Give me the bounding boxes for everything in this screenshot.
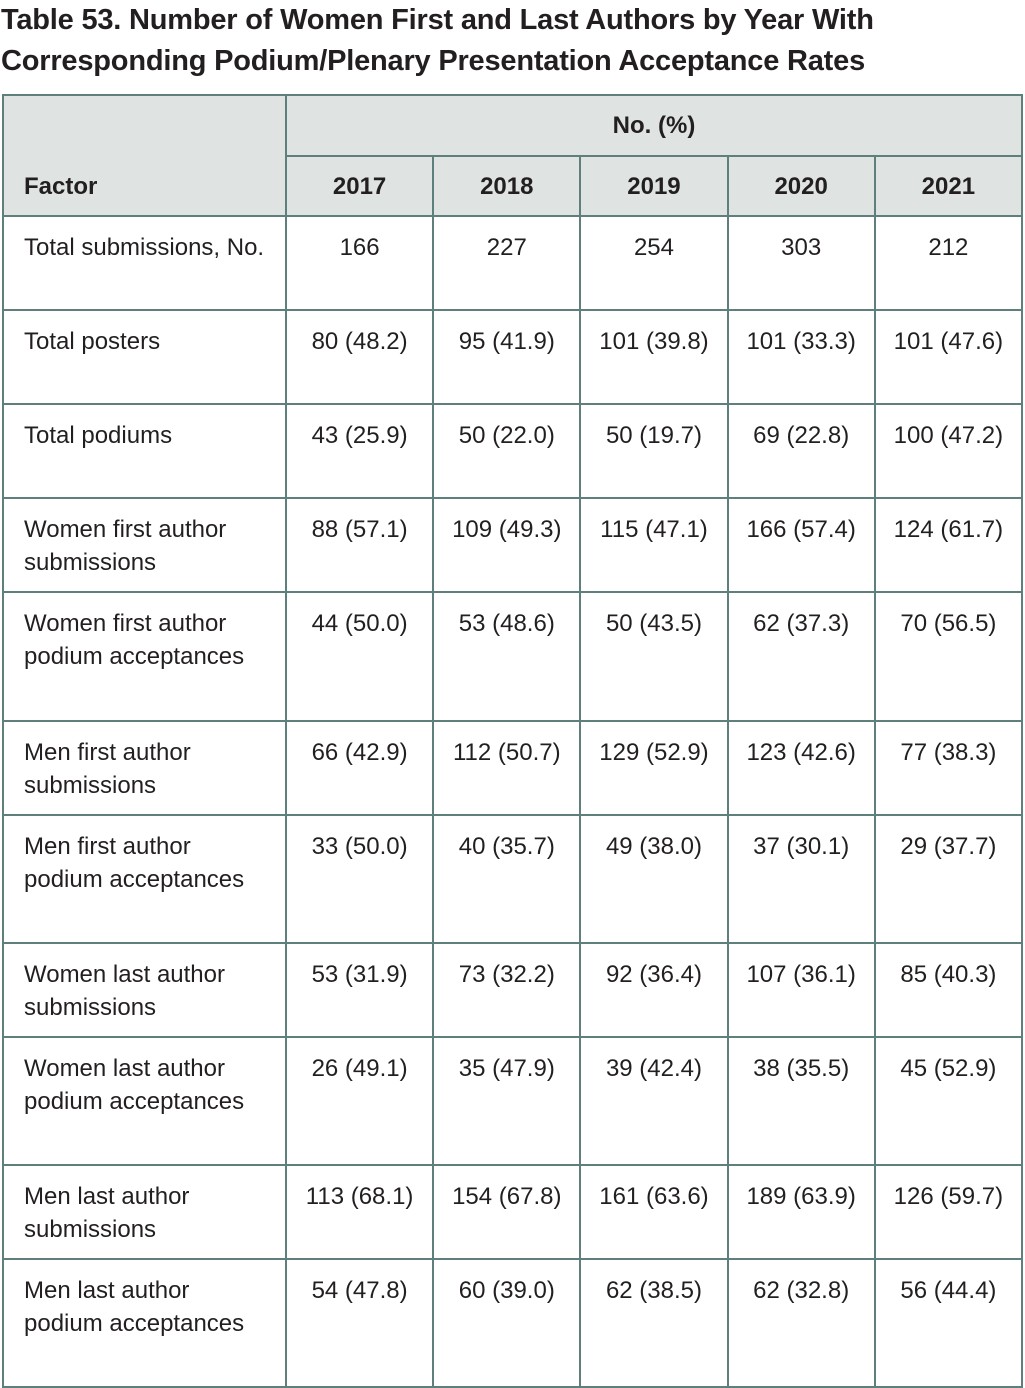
table-cell: 66 (42.9) — [284, 720, 435, 816]
table-cell: 254 — [579, 215, 729, 311]
group-header: No. (%) — [285, 94, 1023, 157]
row-label: Women first author podium acceptances — [2, 591, 287, 722]
table-cell: 126 (59.7) — [873, 1164, 1024, 1260]
row-label: Men last author podium acceptances — [2, 1258, 287, 1388]
data-table: Factor No. (%) 2017 2018 2019 2020 2021 Tota… — [2, 94, 1024, 1388]
table-cell: 189 (63.9) — [726, 1164, 876, 1260]
table-cell: 70 (56.5) — [873, 591, 1024, 722]
table-row: Total podiums 43 (25.9) 50 (22.0) 50 (19.7)… — [2, 403, 1024, 499]
table-cell: 33 (50.0) — [284, 814, 435, 944]
table-cell: 44 (50.0) — [284, 591, 435, 722]
table-cell: 212 — [873, 215, 1024, 311]
column-header: 2021 — [873, 155, 1024, 217]
row-label: Women first author submissions — [2, 497, 287, 593]
table-cell: 95 (41.9) — [432, 309, 582, 405]
table-cell: 101 (47.6) — [873, 309, 1024, 405]
row-label: Women last author podium acceptances — [2, 1036, 287, 1166]
table-cell: 56 (44.4) — [873, 1258, 1024, 1388]
table-row: Men first author submissions 66 (42.9) 112… — [2, 720, 1024, 816]
table-row: Men first author podium acceptances 33 (5… — [2, 814, 1024, 944]
table-cell: 166 — [284, 215, 435, 311]
row-label: Total submissions, No. — [2, 215, 287, 311]
table-cell: 303 — [726, 215, 876, 311]
table-cell: 50 (43.5) — [579, 591, 729, 722]
row-label: Women last author submissions — [2, 942, 287, 1038]
table-cell: 38 (35.5) — [726, 1036, 876, 1166]
table-cell: 62 (32.8) — [726, 1258, 876, 1388]
column-header: 2019 — [579, 155, 729, 217]
row-label: Men first author submissions — [2, 720, 287, 816]
table-cell: 62 (37.3) — [726, 591, 876, 722]
table-cell: 107 (36.1) — [726, 942, 876, 1038]
table-row: Women last author submissions 53 (31.9) 73… — [2, 942, 1024, 1038]
table-cell: 50 (22.0) — [432, 403, 582, 499]
table-cell: 112 (50.7) — [432, 720, 582, 816]
table-cell: 26 (49.1) — [284, 1036, 435, 1166]
table-cell: 101 (39.8) — [579, 309, 729, 405]
table-cell: 50 (19.7) — [579, 403, 729, 499]
row-label: Men last author submissions — [2, 1164, 287, 1260]
table-cell: 115 (47.1) — [579, 497, 729, 593]
table-row: Women last author podium acceptances 26 (… — [2, 1036, 1024, 1166]
table-title: Table 53. Number of Women First and Last… — [1, 4, 874, 77]
table-cell: 39 (42.4) — [579, 1036, 729, 1166]
row-label: Men first author podium acceptances — [2, 814, 287, 944]
table-cell: 80 (48.2) — [284, 309, 435, 405]
table-cell: 100 (47.2) — [873, 403, 1024, 499]
table-cell: 40 (35.7) — [432, 814, 582, 944]
table-cell: 92 (36.4) — [579, 942, 729, 1038]
table-row: Women first author submissions 88 (57.1) 1… — [2, 497, 1024, 593]
table-cell: 154 (67.8) — [432, 1164, 582, 1260]
column-header: Factor — [2, 94, 287, 217]
table-row: Women first author podium acceptances 44 … — [2, 591, 1024, 722]
table-cell: 35 (47.9) — [432, 1036, 582, 1166]
column-header: 2020 — [726, 155, 876, 217]
table-row: Men last author podium acceptances 54 (47… — [2, 1258, 1024, 1388]
table-cell: 124 (61.7) — [873, 497, 1024, 593]
table-cell: 54 (47.8) — [284, 1258, 435, 1388]
table-cell: 69 (22.8) — [726, 403, 876, 499]
table-cell: 88 (57.1) — [284, 497, 435, 593]
table-cell: 29 (37.7) — [873, 814, 1024, 944]
table-cell: 43 (25.9) — [284, 403, 435, 499]
column-header: 2018 — [432, 155, 582, 217]
table-cell: 101 (33.3) — [726, 309, 876, 405]
table-cell: 109 (49.3) — [432, 497, 582, 593]
table-cell: 49 (38.0) — [579, 814, 729, 944]
table-cell: 53 (31.9) — [284, 942, 435, 1038]
table-body: Total submissions, No. 166 227 254 303 212 Tot… — [2, 215, 1024, 1388]
table-row: Total posters 80 (48.2) 95 (41.9) 101 (39.8… — [2, 309, 1024, 405]
header-row: 2017 2018 2019 2020 2021 — [3, 155, 1024, 217]
table-cell: 77 (38.3) — [873, 720, 1024, 816]
table-row: Total submissions, No. 166 227 254 303 212 — [2, 215, 1024, 311]
table-cell: 37 (30.1) — [726, 814, 876, 944]
column-header: 2017 — [284, 155, 435, 217]
row-label: Total posters — [2, 309, 287, 405]
table-cell: 166 (57.4) — [726, 497, 876, 593]
table-cell: 227 — [432, 215, 582, 311]
table-row: Men last author submissions 113 (68.1) 154… — [2, 1164, 1024, 1260]
table-cell: 73 (32.2) — [432, 942, 582, 1038]
table-cell: 85 (40.3) — [873, 942, 1024, 1038]
table-cell: 129 (52.9) — [579, 720, 729, 816]
table-cell: 161 (63.6) — [579, 1164, 729, 1260]
header-row: Factor No. (%) — [2, 94, 1023, 217]
table-cell: 113 (68.1) — [284, 1164, 435, 1260]
table-cell: 62 (38.5) — [579, 1258, 729, 1388]
row-label: Total podiums — [2, 403, 287, 499]
table-cell: 123 (42.6) — [726, 720, 876, 816]
table-cell: 60 (39.0) — [432, 1258, 582, 1388]
table-cell: 53 (48.6) — [432, 591, 582, 722]
table-cell: 45 (52.9) — [873, 1036, 1024, 1166]
